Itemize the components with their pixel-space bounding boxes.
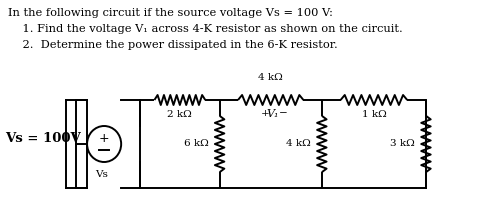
Text: 1 kΩ: 1 kΩ xyxy=(362,110,386,119)
Text: Vs: Vs xyxy=(95,170,108,179)
Text: +: + xyxy=(261,109,270,118)
Text: Vs = 100V: Vs = 100V xyxy=(5,132,80,146)
Text: +: + xyxy=(99,132,109,146)
Text: 2.  Determine the power dissipated in the 6-K resistor.: 2. Determine the power dissipated in the… xyxy=(8,40,337,50)
Text: 6 kΩ: 6 kΩ xyxy=(183,140,208,148)
Text: V₁: V₁ xyxy=(266,109,279,119)
Text: 4 kΩ: 4 kΩ xyxy=(286,140,310,148)
Text: 2 kΩ: 2 kΩ xyxy=(167,110,192,119)
Text: 1. Find the voltage V₁ across 4-K resistor as shown on the circuit.: 1. Find the voltage V₁ across 4-K resist… xyxy=(8,24,402,34)
Text: 4 kΩ: 4 kΩ xyxy=(258,73,283,82)
Text: In the following circuit if the source voltage Vs = 100 V:: In the following circuit if the source v… xyxy=(8,8,333,18)
Text: −: − xyxy=(279,109,287,118)
Text: 3 kΩ: 3 kΩ xyxy=(390,140,415,148)
